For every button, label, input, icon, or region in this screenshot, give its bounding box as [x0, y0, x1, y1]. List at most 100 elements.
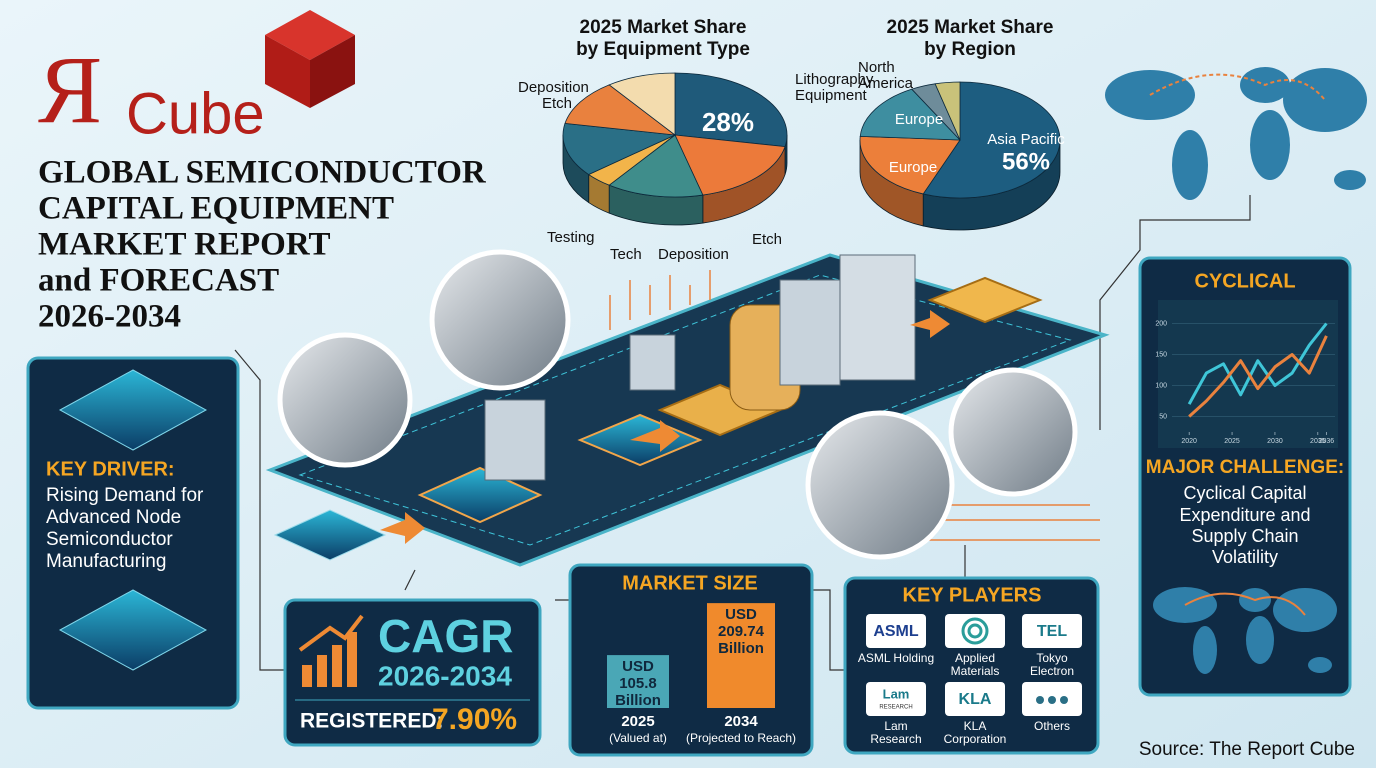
- slice-label: Lithography Equipment: [795, 71, 874, 104]
- y-tick-label: 100: [1155, 382, 1167, 389]
- player-name: Materials: [951, 664, 1000, 678]
- continent: [1172, 130, 1208, 200]
- chip: [927, 276, 1043, 324]
- panel-line: Rising Demand for: [46, 485, 204, 506]
- y-tick-label: 150: [1155, 351, 1167, 358]
- slice-label: Tech: [610, 246, 642, 263]
- chart-title: by Region: [924, 39, 1016, 60]
- panel-heading: CYCLICAL: [1194, 270, 1295, 292]
- logo-sub: RESEARCH: [879, 705, 912, 711]
- machine: [484, 399, 546, 481]
- logo-text: TEL: [1037, 623, 1067, 640]
- slice: [859, 135, 961, 195]
- world-map: [1153, 587, 1337, 674]
- cube-left: [265, 35, 310, 108]
- illustration: [234, 249, 1110, 671]
- arrow: [910, 310, 950, 338]
- player-name: Corporation: [944, 732, 1007, 746]
- slice: [608, 72, 676, 136]
- player-name: Tokyo: [1036, 651, 1068, 665]
- category-note: (Valued at): [609, 731, 667, 745]
- title-line: and FORECAST: [38, 263, 279, 299]
- x-tick-label: 2035: [1310, 438, 1326, 445]
- x-tick-label: 2036: [1319, 438, 1335, 445]
- player-name: KLA: [964, 719, 987, 733]
- title-line: MARKET REPORT: [38, 227, 331, 263]
- photo: [277, 332, 413, 468]
- slice-label: Deposition: [518, 79, 589, 96]
- slice-label: Etch: [542, 95, 572, 112]
- chip: [273, 509, 387, 561]
- machine: [629, 334, 676, 391]
- continent: [1283, 68, 1367, 132]
- source: Source: The Report Cube: [1139, 739, 1355, 760]
- player-name: ASML Holding: [858, 651, 934, 665]
- slice: [564, 84, 677, 136]
- y-tick-label: 50: [1159, 413, 1167, 420]
- cube-right: [310, 35, 355, 108]
- bar: [607, 655, 669, 708]
- slice: [562, 122, 677, 175]
- player-name: Lam: [884, 719, 907, 733]
- x-tick-label: 2025: [1224, 438, 1240, 445]
- player-logo: [866, 614, 926, 648]
- player-name: Electron: [1030, 664, 1074, 678]
- logo-text: KLA: [959, 691, 992, 708]
- panel-line: Cyclical Capital: [1183, 483, 1306, 503]
- slice-label: Asia Pacific: [987, 131, 1065, 148]
- player-logo: [1022, 614, 1082, 648]
- chip-image: [58, 589, 208, 671]
- panel-heading: KEY DRIVER:: [46, 458, 175, 480]
- player-logo: [866, 682, 926, 716]
- registered-label: REGISTERED:: [300, 710, 444, 733]
- logo-icon: [1060, 696, 1068, 704]
- player-logo: [945, 682, 1005, 716]
- slice-label: Europe: [889, 159, 937, 176]
- arrow: [630, 420, 680, 452]
- slice: [922, 81, 1061, 199]
- x-tick-label: 2030: [1267, 438, 1283, 445]
- chip-image: [58, 369, 208, 451]
- panel-line: Advanced Node: [46, 507, 181, 528]
- growth-icon: [298, 614, 364, 687]
- slice-label: Etch: [752, 231, 782, 248]
- continent: [1334, 170, 1366, 190]
- x-tick-label: 2034: [724, 713, 758, 730]
- panel-heading: KEY PLAYERS: [903, 584, 1042, 606]
- cagr-heading: CAGR: [378, 610, 513, 662]
- chart-title: 2025 Market Share: [580, 17, 747, 38]
- value-label: 56%: [1002, 148, 1050, 175]
- registered-value: 7.90%: [432, 703, 517, 736]
- machine: [839, 254, 916, 381]
- panel-line: Expenditure and: [1179, 505, 1310, 525]
- slice: [608, 134, 704, 198]
- logo-text: Lam: [883, 686, 910, 701]
- market-size-panel: MARKET SIZE: [568, 563, 814, 757]
- connector: [234, 349, 966, 671]
- key-driver-panel: KEY DRIVER: Rising Demand for Advanced N…: [26, 356, 240, 710]
- key-players-panel: KEY PLAYERS ASML ASML Holding AppliedMater…: [843, 576, 1100, 755]
- panel-line: Supply Chain: [1191, 526, 1298, 546]
- logo-text: Cube: [126, 81, 265, 146]
- report-title: GLOBAL SEMICONDUCTOR CAPITAL EQUIPMENT M…: [38, 155, 487, 335]
- category-note: (Projected to Reach): [686, 731, 796, 745]
- logo-icon: [967, 623, 983, 639]
- title-line: 2026-2034: [38, 299, 181, 335]
- value-label: USD 209.74 Billion: [718, 606, 765, 657]
- arrow: [380, 512, 425, 544]
- logo: Я Cube: [38, 10, 355, 146]
- value-label: 28%: [702, 107, 754, 137]
- logo-icon: [961, 617, 989, 645]
- photo: [948, 367, 1078, 497]
- slice-label: Europe: [895, 111, 943, 128]
- x-tick-label: 2025: [621, 713, 654, 730]
- chart-title: by Equipment Type: [576, 39, 750, 60]
- player-name: Others: [1034, 719, 1070, 733]
- bar: [707, 603, 775, 708]
- logo-text: ASML: [873, 623, 919, 640]
- y-tick-label: 200: [1155, 320, 1167, 327]
- panel-line: Volatility: [1212, 547, 1278, 567]
- value-label: USD 105.8 Billion: [615, 658, 661, 709]
